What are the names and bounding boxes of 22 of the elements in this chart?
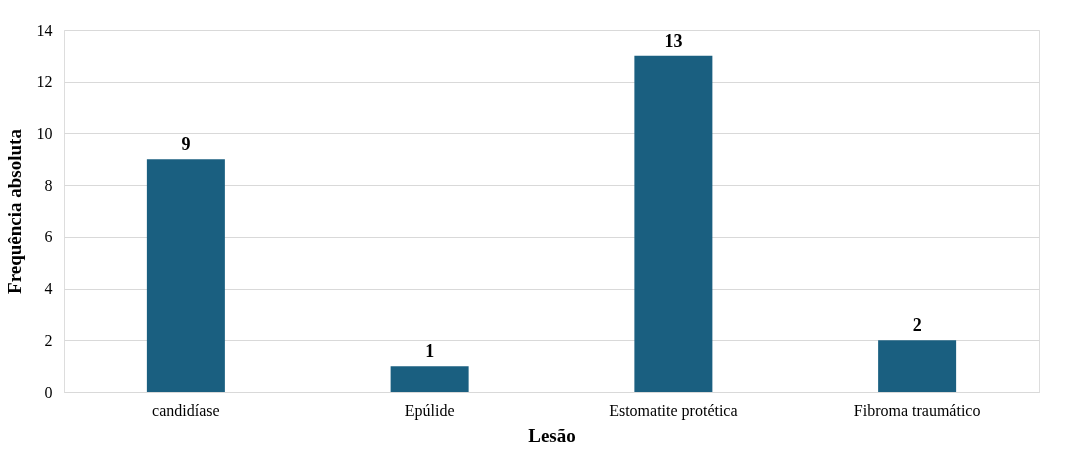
bar: [634, 55, 713, 392]
y-axis-title: Frequência absoluta: [3, 128, 25, 294]
y-tick-label: 2: [44, 331, 53, 349]
data-label: 9: [181, 134, 191, 155]
data-label: 1: [425, 341, 435, 362]
y-tick-label: 4: [44, 280, 53, 298]
y-tick-label: 8: [44, 176, 53, 194]
data-label: 2: [912, 315, 922, 336]
x-tick-label: candidíase: [152, 401, 220, 419]
bar: [878, 340, 957, 392]
bar: [390, 366, 469, 392]
y-tick-label: 14: [36, 21, 53, 39]
bar: [146, 159, 225, 392]
x-axis-title: Lesão: [528, 424, 576, 446]
x-tick-label: Epúlide: [404, 401, 455, 420]
data-label: 13: [664, 30, 683, 51]
y-tick-label: 12: [36, 73, 53, 91]
x-tick-label: Estomatite protética: [609, 401, 738, 420]
y-tick-label: 0: [44, 383, 53, 401]
x-tick-label: Fibroma traumático: [853, 401, 981, 419]
y-tick-label: 10: [36, 124, 53, 142]
y-tick-label: 6: [44, 228, 53, 246]
